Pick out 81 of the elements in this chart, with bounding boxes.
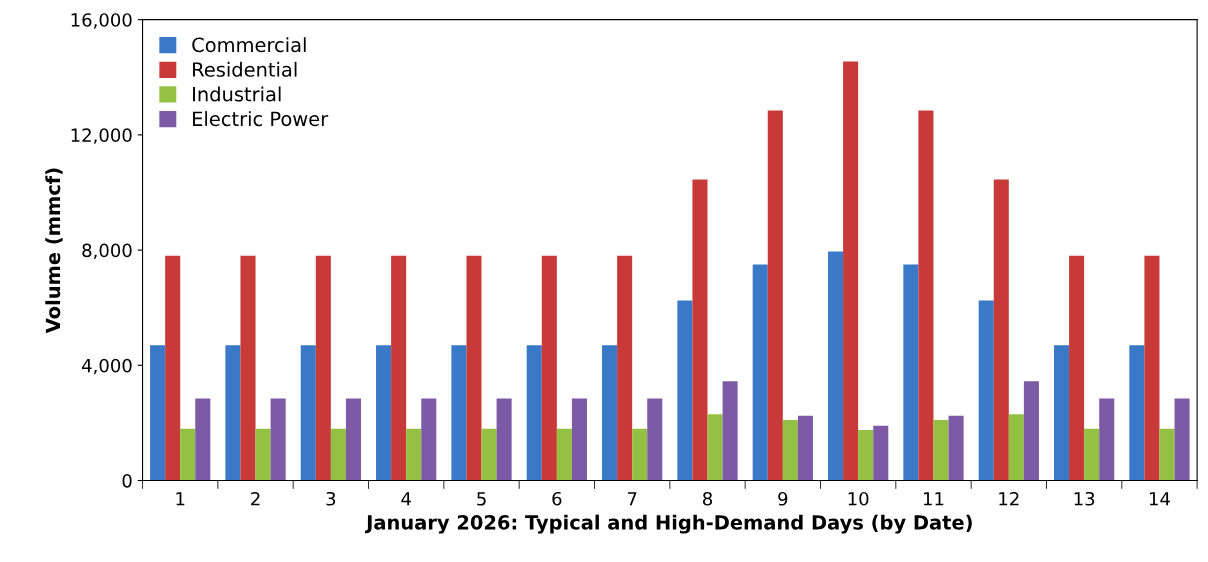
y-tick-label: 4,000 xyxy=(82,358,132,375)
bar xyxy=(993,179,1009,481)
legend-label: Industrial xyxy=(193,86,281,102)
bar xyxy=(903,264,919,481)
y-axis-title: Volume (mmcf) xyxy=(45,168,63,334)
x-tick-label: 13 xyxy=(1074,491,1095,506)
x-tick-label: 12 xyxy=(999,491,1019,506)
bar xyxy=(300,345,316,481)
x-tick-label: 9 xyxy=(778,491,788,506)
x-tick-label: 2 xyxy=(251,491,260,506)
bar xyxy=(722,381,738,481)
bar xyxy=(933,420,949,481)
bar xyxy=(1054,345,1070,481)
bar xyxy=(1069,255,1085,481)
bar xyxy=(330,428,346,481)
bar xyxy=(466,255,482,481)
bar xyxy=(165,255,181,481)
bar xyxy=(1023,381,1039,481)
bar xyxy=(692,179,708,481)
bar xyxy=(632,428,648,481)
x-tick-label: 6 xyxy=(552,491,562,506)
bar xyxy=(782,420,798,481)
bar xyxy=(797,415,813,481)
bar xyxy=(948,415,964,481)
x-tick-label: 14 xyxy=(1149,492,1170,506)
bar xyxy=(677,300,693,481)
y-tick-label: 0 xyxy=(122,473,132,488)
bar xyxy=(240,255,256,481)
bar xyxy=(602,345,618,481)
bar xyxy=(828,251,844,481)
bar xyxy=(150,345,166,481)
bar xyxy=(451,345,467,481)
bar xyxy=(195,398,211,481)
x-tick-label: 11 xyxy=(923,492,944,506)
x-tick-label: 3 xyxy=(326,491,336,506)
y-tick-label: 8,000 xyxy=(82,243,132,260)
bar xyxy=(843,61,859,481)
bar xyxy=(647,398,663,481)
bar xyxy=(391,255,407,481)
bar xyxy=(255,428,271,481)
bar xyxy=(707,414,723,481)
bar xyxy=(526,345,542,481)
bar xyxy=(1084,428,1100,481)
x-tick-label: 4 xyxy=(401,492,411,506)
bar xyxy=(421,398,437,481)
x-axis-title: January 2026: Typical and High-Demand Days (by Date) xyxy=(365,514,972,534)
bar xyxy=(918,110,934,481)
bar xyxy=(376,345,392,481)
bar xyxy=(315,255,331,481)
x-tick-label: 5 xyxy=(477,492,486,506)
legend-label: Commercial xyxy=(192,37,306,53)
x-tick-label: 10 xyxy=(848,491,869,506)
bar xyxy=(752,264,768,481)
bar xyxy=(1174,398,1190,481)
bar xyxy=(1144,255,1160,481)
bar xyxy=(1008,414,1024,481)
legend-label: Electric Power xyxy=(193,111,329,127)
bar xyxy=(1159,428,1175,481)
y-tick-label: 12,000 xyxy=(71,128,132,144)
bar xyxy=(556,428,572,481)
bar xyxy=(978,300,994,481)
bar xyxy=(858,430,874,481)
bar xyxy=(767,110,783,481)
y-tick-label: 16,000 xyxy=(71,13,132,29)
bar xyxy=(496,398,512,481)
bar xyxy=(345,398,361,481)
bar xyxy=(1099,398,1115,481)
legend-label: Residential xyxy=(193,61,297,77)
bar xyxy=(270,398,286,481)
x-tick-label: 8 xyxy=(702,491,713,506)
bar xyxy=(225,345,241,481)
bar xyxy=(571,398,587,481)
bar xyxy=(406,428,422,481)
bar xyxy=(617,255,633,481)
bar xyxy=(1129,345,1145,481)
x-tick-label: 7 xyxy=(627,492,637,506)
bar xyxy=(541,255,557,481)
bar xyxy=(180,428,196,481)
x-tick-label: 1 xyxy=(176,492,185,506)
bar xyxy=(481,428,497,481)
bar xyxy=(873,425,889,481)
